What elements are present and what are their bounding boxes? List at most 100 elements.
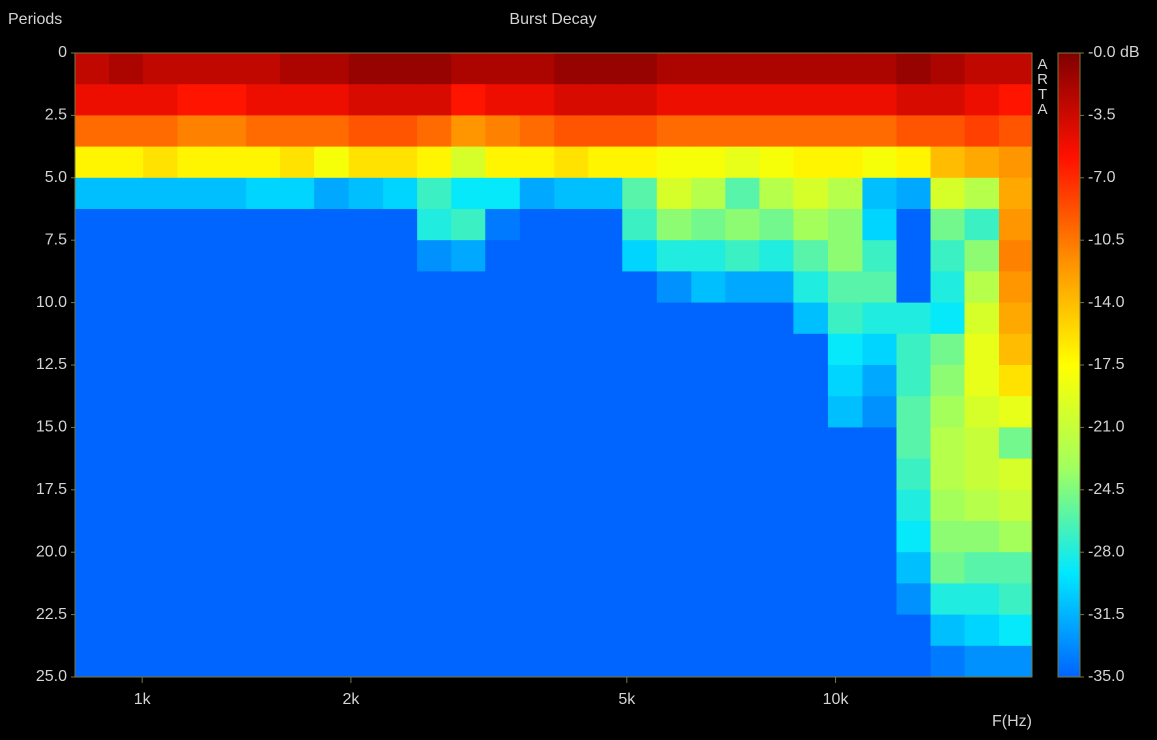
heatmap-cell (759, 489, 794, 522)
heatmap-cell (691, 84, 726, 116)
heatmap-cell (793, 645, 829, 678)
heatmap-cell (588, 396, 623, 428)
heatmap-cell (212, 53, 247, 85)
heatmap-cell (383, 271, 418, 304)
heatmap-cell (656, 365, 692, 397)
heatmap-cell (896, 552, 932, 584)
heatmap-cell (862, 552, 897, 584)
heatmap-cell (108, 177, 144, 210)
heatmap-cell (999, 396, 1033, 428)
heatmap-cell (964, 645, 1000, 678)
x-tick-label: 5k (618, 691, 636, 708)
heatmap-cell (896, 333, 932, 366)
heatmap-cell (691, 365, 726, 397)
heatmap-cell (485, 271, 521, 304)
heatmap-cell (348, 302, 384, 335)
heatmap-cell (485, 177, 521, 210)
heatmap-cell (930, 583, 966, 616)
heatmap-cell (588, 427, 623, 460)
heatmap-cell (588, 614, 623, 647)
heatmap-cell (656, 84, 692, 116)
heatmap-cell (896, 521, 932, 553)
heatmap-cell (519, 614, 555, 647)
heatmap-cell (691, 458, 726, 491)
heatmap-cell (554, 84, 589, 116)
heatmap-cell (314, 614, 350, 647)
heatmap-cell (348, 177, 384, 210)
heatmap-cell (417, 458, 452, 491)
heatmap-cell (656, 115, 692, 148)
heatmap-cell (280, 365, 315, 397)
heatmap-cell (348, 645, 384, 678)
heatmap-cell (417, 489, 452, 522)
heatmap-cell (417, 645, 452, 678)
heatmap-cell (280, 209, 315, 241)
heatmap-cell (554, 333, 589, 366)
heatmap-cell (212, 458, 247, 491)
heatmap-cell (75, 177, 110, 210)
heatmap-cell (280, 84, 315, 116)
heatmap-cell (212, 645, 247, 678)
heatmap-cell (896, 396, 932, 428)
heatmap-cell (793, 489, 829, 522)
heatmap-cell (964, 614, 1000, 647)
heatmap-cell (212, 271, 247, 304)
heatmap-cell (280, 521, 315, 553)
heatmap-cell (725, 209, 760, 241)
heatmap-cell (999, 53, 1033, 85)
heatmap-cell (383, 552, 418, 584)
heatmap-cell (177, 614, 213, 647)
heatmap-cell (485, 209, 521, 241)
heatmap-cell (862, 614, 897, 647)
heatmap-cell (930, 645, 966, 678)
heatmap-cell (622, 365, 658, 397)
heatmap-cell (896, 177, 932, 210)
heatmap-cell (862, 365, 897, 397)
heatmap-cell (451, 333, 486, 366)
colorbar-tick-label: -21.0 (1088, 419, 1125, 436)
heatmap-cell (862, 645, 897, 678)
heatmap-cell (725, 146, 760, 179)
heatmap-cell (143, 458, 179, 491)
heatmap-cell (622, 583, 658, 616)
heatmap-cell (964, 489, 1000, 522)
heatmap-cell (75, 271, 110, 304)
heatmap-cell (725, 645, 760, 678)
heatmap-cell (930, 115, 966, 148)
heatmap-cell (451, 365, 486, 397)
heatmap-cell (622, 271, 658, 304)
heatmap-cell (75, 365, 110, 397)
heatmap-cell (177, 396, 213, 428)
heatmap-cell (691, 240, 726, 272)
heatmap-cell (554, 552, 589, 584)
heatmap-cell (862, 84, 897, 116)
heatmap-cell (177, 146, 213, 179)
heatmap-cell (143, 489, 179, 522)
heatmap-cell (417, 396, 452, 428)
colorbar-tick-label: -31.5 (1088, 606, 1125, 623)
heatmap-cell (656, 271, 692, 304)
heatmap-cell (280, 240, 315, 272)
heatmap-cell (964, 427, 1000, 460)
heatmap-cell (280, 458, 315, 491)
colorbar-tick-label: -28.0 (1088, 543, 1125, 560)
heatmap-cell (348, 458, 384, 491)
heatmap-cell (417, 302, 452, 335)
heatmap-cell (725, 583, 760, 616)
heatmap-cell (485, 489, 521, 522)
heatmap-cell (930, 521, 966, 553)
heatmap-cell (622, 645, 658, 678)
heatmap-cell (177, 552, 213, 584)
heatmap-cell (108, 489, 144, 522)
heatmap-cell (485, 552, 521, 584)
heatmap-cell (622, 84, 658, 116)
heatmap-cell (930, 614, 966, 647)
heatmap-cell (451, 458, 486, 491)
heatmap-cell (280, 552, 315, 584)
heatmap-cell (143, 115, 179, 148)
heatmap-cell (348, 271, 384, 304)
heatmap-cell (964, 458, 1000, 491)
heatmap-cell (827, 240, 863, 272)
heatmap-cell (143, 365, 179, 397)
heatmap-cell (383, 458, 418, 491)
